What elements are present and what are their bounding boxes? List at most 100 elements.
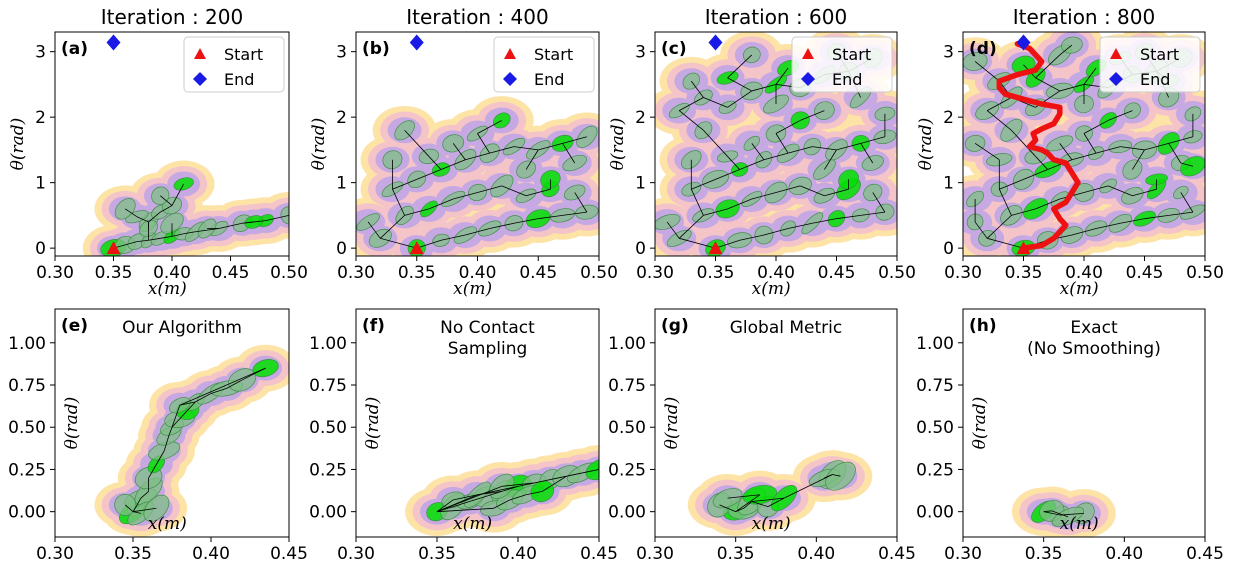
- tree-edge: [1095, 146, 1121, 154]
- tree-edge: [751, 84, 777, 92]
- tree-edge: [124, 504, 134, 512]
- panel-e: 0.30 0.35 0.40 0.45 0.00 0.25 0.50 0.75 1.00 x(m)…: [8, 308, 308, 564]
- tree-edge: [465, 152, 490, 161]
- tree-edge: [195, 228, 219, 233]
- tree-edge: [1120, 218, 1145, 224]
- x-tick-label: 0.40: [1065, 263, 1103, 283]
- tree-edge: [1023, 169, 1048, 180]
- tree-edge: [163, 435, 170, 451]
- tree-edge: [453, 192, 478, 200]
- x-tick-label: 0.40: [153, 263, 191, 283]
- tree-edge: [132, 506, 137, 512]
- tree-edge: [242, 221, 254, 224]
- x-tick-label: 0.35: [398, 263, 436, 283]
- tree-edge: [392, 178, 417, 190]
- start-marker: [708, 241, 723, 255]
- tree-edges: [367, 120, 588, 249]
- tree-edge: [860, 143, 874, 164]
- tree-edge: [132, 511, 141, 514]
- tree-edge: [986, 215, 1012, 239]
- panel-label: (f): [362, 316, 385, 336]
- tree-edge: [465, 228, 490, 236]
- tree-edge: [1043, 511, 1060, 516]
- plot-area: [963, 32, 1205, 256]
- chart-title: Iteration : 200: [101, 5, 243, 29]
- tree-edge: [452, 143, 466, 160]
- tree-edge: [763, 152, 789, 161]
- tree-edge: [1180, 162, 1194, 167]
- tree-edge: [525, 188, 551, 197]
- tree-edge: [1059, 512, 1085, 516]
- legend: Start End: [791, 36, 893, 93]
- plot-area: [94, 344, 289, 537]
- y-tick-label: 0.50: [309, 418, 347, 438]
- node-ellipse: [280, 206, 289, 225]
- tree-edge: [1083, 133, 1097, 154]
- tree-edge: [1059, 44, 1073, 56]
- tree-edge: [566, 472, 583, 477]
- node-ellipse: [813, 159, 836, 180]
- y-tick-label: 1.00: [916, 334, 954, 354]
- y-axis-label: θ(rad): [970, 397, 990, 450]
- panel-label: (d): [969, 39, 997, 59]
- tree-edge: [715, 239, 740, 249]
- panel-label: (c): [661, 39, 687, 59]
- x-tick-label: 0.50: [878, 263, 916, 283]
- y-tick-label: 0.75: [608, 376, 646, 396]
- tree-edge: [678, 215, 704, 239]
- x-tick-label: 0.30: [337, 544, 375, 564]
- tree-edge: [735, 494, 761, 512]
- legend-start-marker: [1110, 48, 1122, 59]
- legend-start-label: Start: [534, 45, 573, 64]
- y-tick-label: 0: [635, 239, 646, 259]
- tree-edge: [812, 146, 837, 151]
- y-tick-label: 1: [943, 174, 954, 194]
- tree-edge: [509, 494, 527, 501]
- tree-edge: [160, 205, 173, 213]
- x-tick-label: 0.45: [519, 263, 557, 283]
- tree-edge: [1043, 510, 1052, 513]
- x-tick-label: 0.30: [36, 544, 74, 564]
- tree-edge: [727, 198, 752, 210]
- x-axis-label: x(m): [1060, 279, 1099, 299]
- panel-h: 0.30 0.35 0.40 0.45 0.00 0.25 0.50 0.75 1.00 x(m)…: [916, 308, 1224, 564]
- y-tick-label: 1: [35, 174, 46, 194]
- tree-edge: [775, 67, 789, 85]
- legend-end-label: End: [832, 70, 862, 89]
- y-tick-label: 3: [943, 43, 954, 63]
- end-marker: [106, 34, 121, 51]
- x-tick-label: 0.30: [36, 263, 74, 283]
- x-tick-label: 0.40: [1105, 544, 1143, 564]
- tree-edge: [179, 367, 266, 406]
- tree-edges: [436, 469, 599, 513]
- y-tick-label: 1: [635, 174, 646, 194]
- tree-edge: [986, 110, 1012, 131]
- y-axis-label: θ(rad): [662, 397, 682, 450]
- legend-end-label: End: [224, 70, 254, 89]
- tree-edge: [477, 120, 502, 134]
- tree-edge: [1035, 156, 1048, 170]
- tree-edge: [501, 185, 527, 197]
- x-tick-label: 0.40: [459, 263, 497, 283]
- panel-label: (b): [362, 39, 390, 59]
- tree-edge: [727, 90, 753, 108]
- legend-start-label: Start: [224, 45, 263, 64]
- tree-edge: [1035, 54, 1061, 79]
- y-tick-label: 0.75: [309, 376, 347, 396]
- x-tick-label: 0.45: [212, 263, 250, 283]
- chart-title: Iteration : 800: [1013, 5, 1155, 29]
- tree-edge: [1083, 185, 1109, 193]
- tree-edge: [824, 188, 849, 197]
- tree-edge: [148, 464, 157, 479]
- tree-edge: [1011, 129, 1036, 157]
- tree-edge: [800, 110, 825, 121]
- tree-edge: [715, 169, 740, 180]
- tree-edge: [974, 61, 1000, 82]
- y-tick-label: 0.25: [8, 460, 46, 480]
- tree-edge: [124, 208, 138, 218]
- y-tick-label: 1: [336, 174, 347, 194]
- tree-edge: [690, 80, 704, 98]
- x-axis-label: x(m): [148, 514, 187, 534]
- tree-edge: [477, 133, 490, 154]
